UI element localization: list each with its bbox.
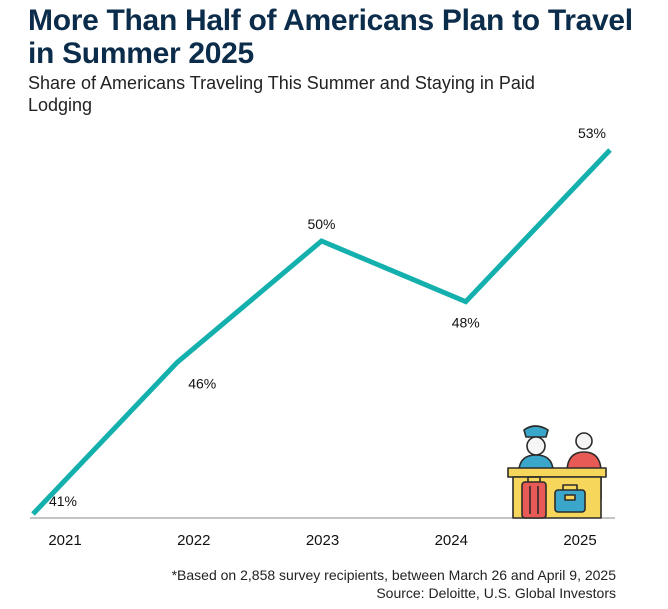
x-tick-label: 2022 <box>177 532 210 549</box>
footnote-block: *Based on 2,858 survey recipients, betwe… <box>172 566 616 602</box>
x-tick-label: 2025 <box>563 532 596 549</box>
data-label: 50% <box>307 216 335 232</box>
chart-subtitle: Share of Americans Traveling This Summer… <box>28 73 535 115</box>
data-label: 53% <box>578 125 606 141</box>
survey-note: *Based on 2,858 survey recipients, betwe… <box>171 567 616 583</box>
x-tick-label: 2023 <box>306 532 339 549</box>
x-tick-label: 2024 <box>435 532 468 549</box>
x-tick-label: 2021 <box>48 532 81 549</box>
series-line <box>31 148 612 516</box>
data-label: 48% <box>452 315 480 331</box>
data-label: 46% <box>188 375 216 391</box>
chart-title: More Than Half of Americans Plan to Trav… <box>28 4 633 70</box>
source-note: Source: Deloitte, U.S. Global Investors <box>376 585 616 601</box>
data-label: 41% <box>49 493 77 509</box>
hotel-front-desk-icon <box>507 425 607 519</box>
